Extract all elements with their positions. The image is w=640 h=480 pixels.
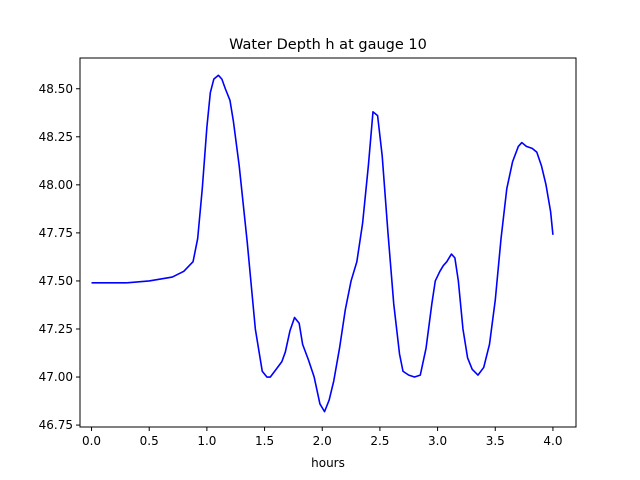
x-tick-label: 4.0	[543, 434, 562, 448]
x-tick-label: 2.5	[370, 434, 389, 448]
chart-title: Water Depth h at gauge 10	[229, 37, 427, 53]
x-axis-label: hours	[311, 456, 345, 470]
y-tick-label: 47.25	[39, 322, 73, 336]
y-axis: 46.75 47.00 47.25 47.50 47.75 48.00 48.25 48.50	[39, 82, 80, 432]
y-tick-label: 46.75	[39, 418, 73, 432]
x-tick-label: 3.0	[428, 434, 447, 448]
x-tick-label: 0.5	[140, 434, 159, 448]
x-tick-label: 2.0	[313, 434, 332, 448]
x-tick-label: 1.5	[255, 434, 274, 448]
plot-area	[79, 57, 577, 428]
axes-frame	[79, 57, 577, 428]
x-tick-label: 3.5	[486, 434, 505, 448]
series-line	[91, 74, 554, 413]
y-tick-label: 47.50	[39, 274, 73, 288]
y-tick-label: 48.50	[39, 82, 73, 96]
x-tick-label: 1.0	[197, 434, 216, 448]
y-tick-label: 48.25	[39, 130, 73, 144]
y-tick-label: 47.00	[39, 370, 73, 384]
y-tick-label: 47.75	[39, 226, 73, 240]
y-tick-label: 48.00	[39, 178, 73, 192]
x-tick-label: 0.0	[82, 434, 101, 448]
x-axis: 0.0 0.5 1.0 1.5 2.0 2.5 3.0 3.5 4.0	[82, 427, 562, 448]
